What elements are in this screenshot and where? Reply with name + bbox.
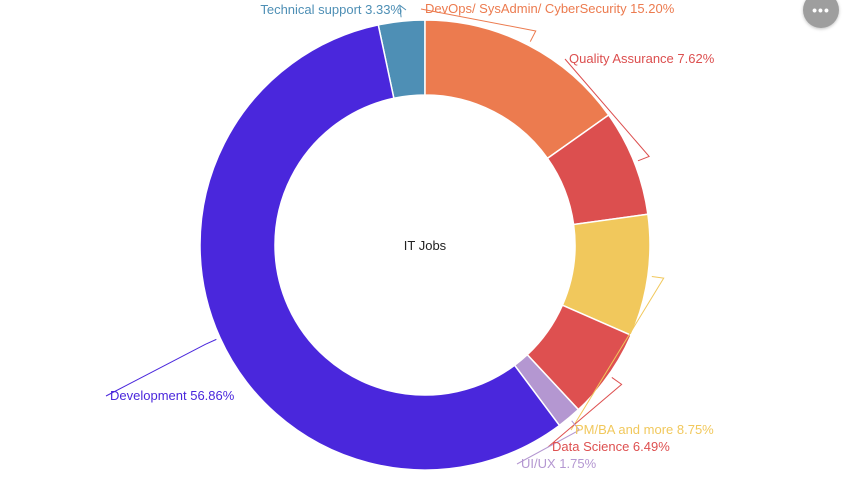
slice-development[interactable]: [199, 24, 561, 471]
data-label-devops-sysadmin-cybersecurity: DevOps/ SysAdmin/ CyberSecurity 15.20%: [425, 1, 675, 16]
data-label-development: Development 56.86%: [110, 388, 235, 403]
chart-menu-button[interactable]: •••: [803, 0, 839, 28]
leader-line-pm-ba-and-more: [570, 275, 665, 431]
leader-line-development: [105, 338, 217, 397]
leader-line-data-science: [547, 377, 623, 448]
data-label-data-science: Data Science 6.49%: [552, 439, 670, 454]
data-label-quality-assurance: Quality Assurance 7.62%: [569, 51, 715, 66]
data-label-ui-ux: UI/UX 1.75%: [521, 456, 597, 471]
leader-line-devops-sysadmin-cybersecurity: [420, 8, 537, 42]
more-icon: •••: [812, 2, 830, 18]
leader-line-quality-assurance: [564, 58, 650, 162]
data-label-technical-support: Technical support 3.33%: [260, 2, 402, 17]
data-label-pm-ba-and-more: PM/BA and more 8.75%: [575, 422, 714, 437]
center-label: IT Jobs: [404, 238, 447, 253]
leader-line-technical-support: [399, 4, 407, 18]
leader-line-ui-ux: [516, 420, 581, 465]
